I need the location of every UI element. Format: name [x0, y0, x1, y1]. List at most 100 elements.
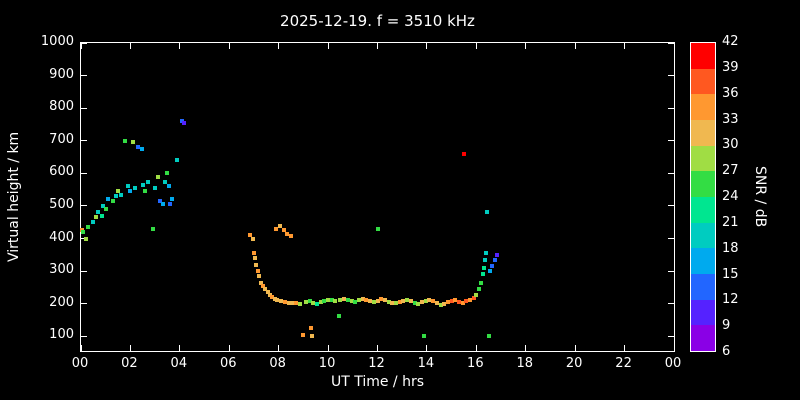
data-point: [181, 120, 186, 125]
x-tick-mark: [673, 345, 675, 351]
data-point: [303, 300, 308, 305]
data-point: [408, 299, 413, 304]
data-point: [375, 298, 380, 303]
x-tick-label: 08: [269, 356, 286, 371]
colorbar-axis-label: SNR / dB: [752, 166, 768, 228]
data-point: [401, 299, 406, 304]
x-tick-mark: [624, 345, 626, 351]
data-point: [106, 197, 111, 202]
colorbar-tick-label: 12: [722, 292, 739, 308]
colorbar-segment: [691, 197, 715, 223]
data-point: [434, 301, 439, 306]
colorbar-tick-label: 18: [722, 240, 739, 256]
y-tick-mark: [81, 140, 87, 142]
data-point: [139, 146, 144, 151]
data-point: [91, 220, 96, 225]
data-point: [353, 299, 358, 304]
x-tick-mark: [327, 43, 329, 49]
data-point: [492, 257, 497, 262]
x-tick-mark: [80, 43, 82, 49]
y-tick-mark: [81, 172, 87, 174]
colorbar-tick-label: 21: [722, 214, 739, 230]
data-point: [130, 140, 135, 145]
data-point: [255, 269, 260, 274]
data-point: [394, 301, 399, 306]
x-tick-mark: [179, 43, 181, 49]
data-point: [360, 297, 365, 302]
data-point: [135, 145, 140, 150]
data-point: [301, 333, 306, 338]
data-point: [457, 299, 462, 304]
colorbar-tick-label: 15: [722, 266, 739, 282]
x-tick-mark: [574, 43, 576, 49]
data-point: [485, 210, 490, 215]
data-point: [484, 251, 489, 256]
x-tick-label: 10: [318, 356, 336, 371]
data-point: [382, 298, 387, 303]
data-point: [337, 314, 342, 319]
x-tick-mark: [426, 43, 428, 49]
data-point: [270, 294, 275, 299]
y-tick-mark: [81, 42, 87, 44]
data-point: [128, 189, 133, 194]
colorbar-tick-label: 36: [722, 85, 739, 101]
y-tick-label: 900: [49, 66, 74, 82]
y-tick-mark: [81, 205, 87, 207]
y-tick-mark: [81, 75, 87, 77]
x-tick-mark: [475, 43, 477, 49]
data-point: [290, 301, 295, 306]
data-point: [286, 300, 291, 305]
data-point: [86, 225, 91, 230]
y-tick-mark: [81, 107, 87, 109]
colorbar-segment: [691, 171, 715, 198]
x-tick-mark: [525, 345, 527, 351]
data-point: [167, 202, 172, 207]
y-tick-label: 700: [49, 131, 74, 147]
data-point: [310, 334, 315, 339]
data-point: [289, 233, 294, 238]
colorbar-tick-label: 33: [722, 111, 739, 127]
colorbar-segment: [691, 145, 715, 172]
data-point: [342, 297, 347, 302]
data-point: [166, 184, 171, 189]
x-tick-label: 04: [170, 356, 188, 371]
chart-title: 2025-12-19. f = 3510 kHz: [280, 12, 475, 30]
data-point: [326, 297, 331, 302]
data-point: [445, 300, 450, 305]
y-tick-label: 600: [49, 164, 74, 180]
x-tick-mark: [475, 345, 477, 351]
data-point: [256, 274, 261, 279]
x-tick-mark: [377, 43, 378, 49]
data-point: [265, 290, 270, 295]
data-point: [260, 283, 265, 288]
data-point: [474, 292, 479, 297]
colorbar-tick-label: 27: [722, 163, 739, 179]
x-tick-mark: [426, 345, 428, 351]
data-point: [133, 186, 138, 191]
data-point: [386, 299, 391, 304]
data-point: [431, 299, 436, 304]
y-tick-label: 100: [49, 327, 74, 343]
data-point: [461, 151, 466, 156]
y-tick-label: 400: [49, 229, 74, 245]
data-point: [170, 197, 175, 202]
data-point: [254, 262, 259, 267]
colorbar-segment: [691, 299, 715, 326]
data-point: [253, 256, 258, 261]
data-point: [490, 264, 495, 269]
data-point: [259, 280, 264, 285]
data-point: [145, 179, 150, 184]
data-point: [118, 192, 123, 197]
data-point: [482, 257, 487, 262]
data-point: [140, 182, 145, 187]
data-point: [297, 301, 302, 306]
data-point: [268, 292, 273, 297]
data-point: [160, 202, 165, 207]
y-tick-mark: [668, 303, 674, 305]
x-tick-label: 06: [219, 356, 237, 371]
data-point: [93, 215, 98, 220]
data-point: [479, 280, 484, 285]
colorbar-segment: [691, 120, 715, 146]
data-point: [487, 269, 492, 274]
data-point: [495, 252, 500, 257]
